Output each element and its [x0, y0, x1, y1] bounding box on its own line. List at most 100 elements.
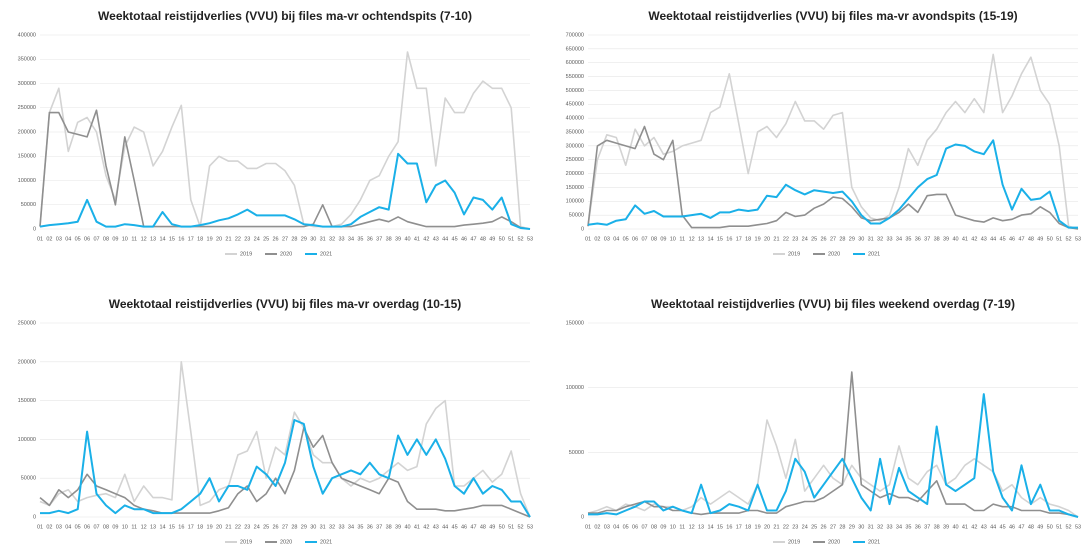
y-tick-label: 300000 [566, 143, 584, 149]
x-tick-label: 39 [395, 524, 401, 530]
x-tick-label: 52 [518, 236, 524, 242]
x-tick-label: 44 [442, 236, 448, 242]
x-tick-label: 29 [301, 524, 307, 530]
x-tick-label: 12 [141, 524, 147, 530]
x-tick-label: 04 [65, 524, 71, 530]
x-tick-label: 10 [670, 524, 676, 530]
x-tick-label: 40 [404, 236, 410, 242]
x-tick-label: 43 [981, 524, 987, 530]
series-line [39, 51, 531, 230]
x-tick-label: 17 [188, 236, 194, 242]
x-tick-label: 19 [207, 236, 213, 242]
x-tick-label: 20 [216, 524, 222, 530]
x-tick-label: 30 [310, 236, 316, 242]
x-tick-label: 41 [962, 236, 968, 242]
x-tick-label: 02 [46, 524, 52, 530]
x-tick-label: 13 [150, 524, 156, 530]
x-tick-label: 42 [423, 524, 429, 530]
x-tick-label: 48 [480, 236, 486, 242]
x-tick-label: 20 [764, 236, 770, 242]
y-tick-label: 150000 [566, 185, 584, 191]
x-tick-label: 18 [745, 236, 751, 242]
x-tick-label: 17 [736, 236, 742, 242]
x-tick-label: 09 [660, 524, 666, 530]
x-tick-label: 14 [159, 236, 165, 242]
x-tick-label: 25 [263, 524, 269, 530]
series-line [39, 427, 531, 518]
x-tick-label: 14 [707, 524, 713, 530]
x-tick-label: 27 [830, 236, 836, 242]
series-line [587, 139, 1078, 229]
x-tick-label: 37 [376, 236, 382, 242]
y-tick-label: 100000 [18, 437, 36, 443]
x-tick-label: 07 [641, 236, 647, 242]
x-tick-label: 04 [65, 236, 71, 242]
x-tick-label: 49 [1037, 524, 1043, 530]
x-tick-label: 15 [169, 236, 175, 242]
x-tick-label: 39 [395, 236, 401, 242]
legend-label: 2020 [280, 251, 292, 257]
x-tick-label: 44 [990, 524, 996, 530]
x-tick-label: 14 [159, 524, 165, 530]
x-tick-label: 08 [103, 524, 109, 530]
x-tick-label: 38 [934, 524, 940, 530]
x-tick-label: 31 [320, 524, 326, 530]
x-tick-label: 50 [1047, 524, 1053, 530]
legend-label: 2020 [828, 539, 840, 545]
x-tick-label: 05 [623, 524, 629, 530]
x-tick-label: 53 [1075, 236, 1081, 242]
x-tick-label: 19 [755, 236, 761, 242]
y-tick-label: 200000 [18, 129, 36, 135]
y-tick-label: 0 [581, 226, 584, 232]
x-tick-label: 42 [971, 236, 977, 242]
x-tick-label: 24 [254, 524, 260, 530]
x-tick-label: 51 [508, 524, 514, 530]
x-tick-label: 12 [689, 236, 695, 242]
x-tick-label: 47 [1018, 524, 1024, 530]
x-tick-label: 15 [169, 524, 175, 530]
legend-label: 2021 [320, 251, 332, 257]
x-tick-label: 25 [811, 236, 817, 242]
chart-title: Weektotaal reistijdverlies (VVU) bij fil… [651, 297, 1015, 311]
x-tick-label: 33 [338, 524, 344, 530]
y-tick-label: 350000 [18, 57, 36, 63]
x-tick-label: 07 [641, 524, 647, 530]
y-tick-label: 400000 [18, 32, 36, 38]
x-tick-label: 50 [1047, 236, 1053, 242]
series-line [587, 53, 1079, 230]
y-tick-label: 250000 [18, 320, 36, 326]
x-tick-label: 32 [329, 524, 335, 530]
x-tick-label: 11 [679, 524, 685, 530]
x-tick-label: 02 [46, 236, 52, 242]
x-tick-label: 30 [858, 524, 864, 530]
x-tick-label: 22 [235, 236, 241, 242]
y-tick-label: 50000 [569, 213, 584, 219]
y-tick-label: 400000 [566, 116, 584, 122]
x-tick-label: 36 [915, 524, 921, 530]
x-tick-label: 09 [112, 524, 118, 530]
x-tick-label: 53 [1075, 524, 1081, 530]
chart-title: Weektotaal reistijdverlies (VVU) bij fil… [109, 297, 462, 311]
x-tick-label: 30 [858, 236, 864, 242]
legend-label: 2021 [868, 539, 880, 545]
x-tick-label: 34 [896, 236, 902, 242]
x-tick-label: 16 [178, 524, 184, 530]
x-tick-label: 52 [1066, 236, 1072, 242]
chart-title: Weektotaal reistijdverlies (VVU) bij fil… [98, 9, 472, 23]
legend-label: 2021 [320, 539, 332, 545]
x-tick-label: 18 [197, 236, 203, 242]
y-tick-label: 100000 [566, 385, 584, 391]
x-tick-label: 03 [56, 236, 62, 242]
x-tick-label: 09 [660, 236, 666, 242]
x-tick-label: 52 [1066, 524, 1072, 530]
x-tick-label: 40 [952, 236, 958, 242]
x-tick-label: 44 [442, 524, 448, 530]
x-tick-label: 11 [131, 524, 137, 530]
x-tick-label: 28 [839, 236, 845, 242]
x-tick-label: 07 [93, 524, 99, 530]
x-tick-label: 35 [905, 236, 911, 242]
x-tick-label: 01 [37, 524, 43, 530]
x-tick-label: 33 [886, 524, 892, 530]
x-tick-label: 03 [604, 236, 610, 242]
legend-label: 2019 [788, 251, 800, 257]
